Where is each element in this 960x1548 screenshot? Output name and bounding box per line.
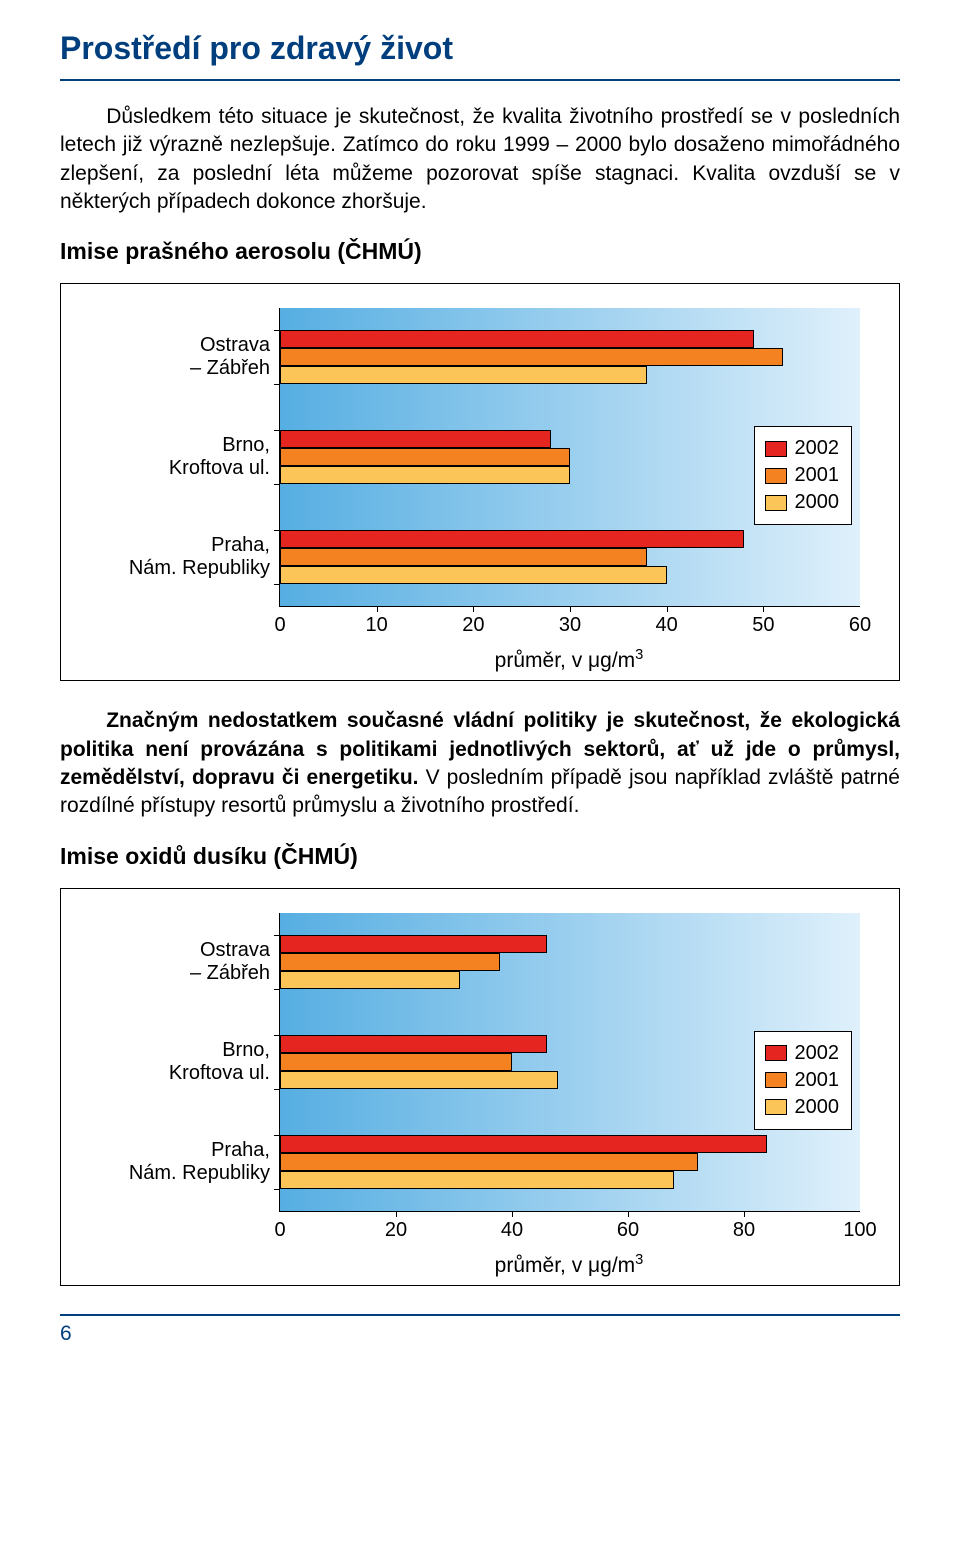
- x-tick-label: 10: [366, 614, 388, 637]
- bar: [280, 566, 667, 584]
- plot-area: 0102030405060Ostrava– ZábřehBrno,Kroftov…: [279, 308, 860, 607]
- legend-label: 2001: [795, 462, 840, 489]
- legend-swatch: [765, 468, 787, 484]
- legend-swatch: [765, 495, 787, 511]
- legend-item: 2000: [765, 1094, 840, 1121]
- category-label: Ostrava– Zábřeh: [80, 939, 280, 985]
- legend-label: 2000: [795, 1094, 840, 1121]
- category-label: Praha,Nám. Republiky: [80, 534, 280, 580]
- legend-swatch: [765, 1072, 787, 1088]
- legend-item: 2000: [765, 489, 840, 516]
- x-tick-label: 60: [617, 1219, 639, 1242]
- legend-label: 2002: [795, 1040, 840, 1067]
- x-tick-label: 20: [385, 1219, 407, 1242]
- bar: [280, 1153, 698, 1171]
- paragraph-1: Důsledkem této situace je skutečnost, že…: [60, 103, 900, 216]
- legend-swatch: [765, 1099, 787, 1115]
- category-label: Praha,Nám. Republiky: [80, 1139, 280, 1185]
- bar: [280, 448, 570, 466]
- paragraph-1-text: Důsledkem této situace je skutečnost, že…: [60, 105, 900, 213]
- chart1-box: 0 10 20 30 40 50 60 Ostrava– Zábřeh Brno,Kroftov…: [60, 283, 900, 681]
- bar: [280, 1035, 547, 1053]
- bar: [280, 330, 754, 348]
- x-tick-label: 40: [501, 1219, 523, 1242]
- paragraph-2: Značným nedostatkem současné vládní poli…: [60, 707, 900, 820]
- footer-rule: [60, 1314, 900, 1316]
- bar: [280, 1171, 674, 1189]
- bar: [280, 971, 460, 989]
- bar: [280, 466, 570, 484]
- bar: [280, 530, 744, 548]
- x-axis-label: průměr, v μg/m3: [279, 1252, 859, 1278]
- x-tick-label: 0: [274, 614, 285, 637]
- x-tick-label: 50: [752, 614, 774, 637]
- bar: [280, 935, 547, 953]
- category-label: Ostrava– Zábřeh: [80, 334, 280, 380]
- legend-label: 2002: [795, 435, 840, 462]
- legend: 200220012000: [754, 426, 853, 525]
- page-number: 6: [60, 1322, 900, 1346]
- x-tick-label: 60: [849, 614, 871, 637]
- chart1: 0 10 20 30 40 50 60 Ostrava– Zábřeh Brno,Kroftov…: [79, 308, 881, 666]
- bar: [280, 1135, 767, 1153]
- chart2-box: 0 20 40 60 80 100 Ostrava– Zábřeh Brno,Kroftova…: [60, 888, 900, 1286]
- x-tick-label: 20: [462, 614, 484, 637]
- x-tick-label: 30: [559, 614, 581, 637]
- x-axis-label: průměr, v μg/m3: [279, 647, 859, 673]
- chart2-title: Imise oxidů dusíku (ČHMÚ): [60, 843, 900, 870]
- category-label: Brno,Kroftova ul.: [80, 1039, 280, 1085]
- bar: [280, 1071, 558, 1089]
- legend-item: 2002: [765, 1040, 840, 1067]
- category-label: Brno,Kroftova ul.: [80, 434, 280, 480]
- legend-item: 2001: [765, 462, 840, 489]
- legend-label: 2001: [795, 1067, 840, 1094]
- x-tick-label: 40: [656, 614, 678, 637]
- x-tick-label: 80: [733, 1219, 755, 1242]
- page-title: Prostředí pro zdravý život: [60, 30, 900, 67]
- legend: 200220012000: [754, 1031, 853, 1130]
- bar: [280, 348, 783, 366]
- plot-area: 020406080100Ostrava– ZábřehBrno,Kroftova…: [279, 913, 860, 1212]
- bar: [280, 430, 551, 448]
- bar: [280, 548, 647, 566]
- chart2: 0 20 40 60 80 100 Ostrava– Zábřeh Brno,Kroftova…: [79, 913, 881, 1271]
- x-tick-label: 100: [843, 1219, 876, 1242]
- legend-swatch: [765, 1045, 787, 1061]
- legend-swatch: [765, 441, 787, 457]
- chart1-title: Imise prašného aerosolu (ČHMÚ): [60, 238, 900, 265]
- bar: [280, 366, 647, 384]
- title-rule: [60, 79, 900, 81]
- x-tick-label: 0: [274, 1219, 285, 1242]
- legend-item: 2001: [765, 1067, 840, 1094]
- bar: [280, 1053, 512, 1071]
- legend-label: 2000: [795, 489, 840, 516]
- legend-item: 2002: [765, 435, 840, 462]
- bar: [280, 953, 500, 971]
